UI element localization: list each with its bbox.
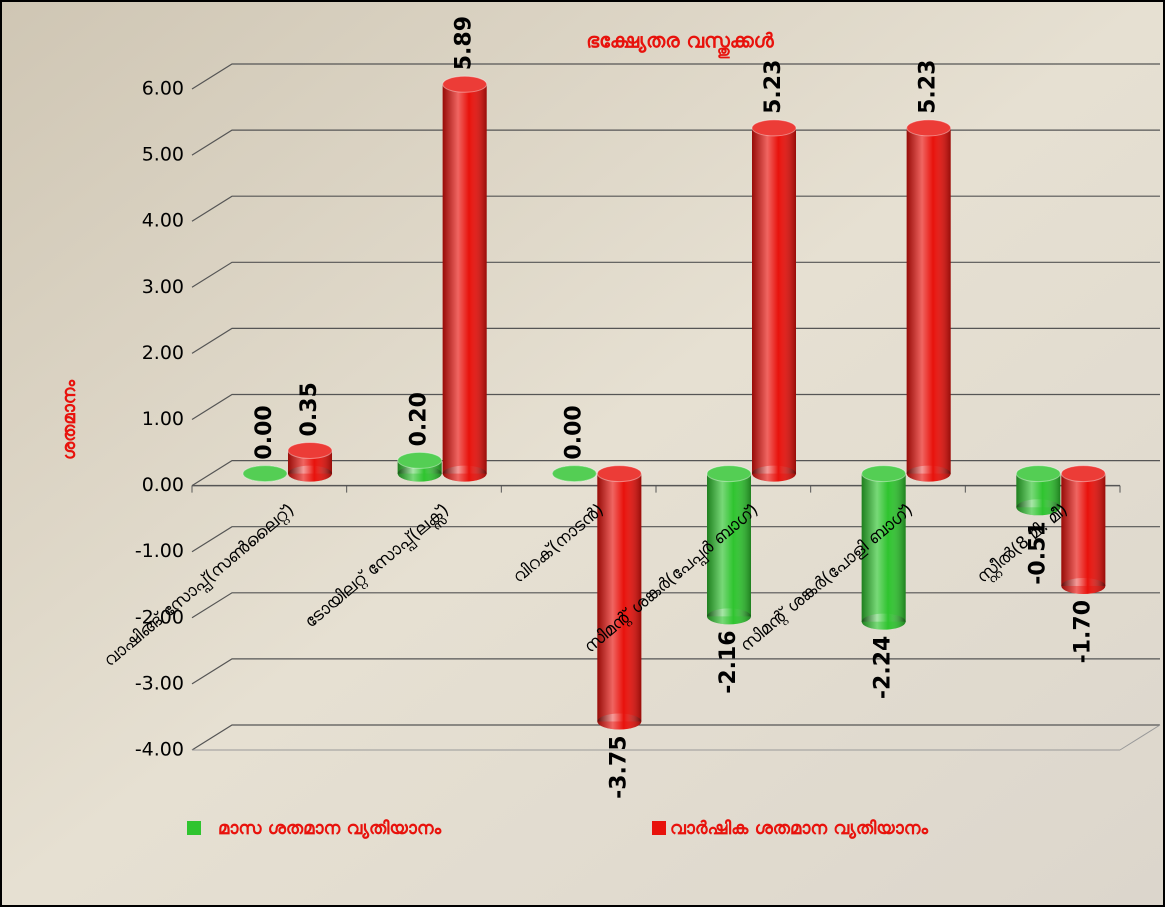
bar-cap-shine xyxy=(861,465,906,482)
grid-line xyxy=(191,261,1160,288)
bar-cap-shine xyxy=(288,442,332,459)
grid-line xyxy=(191,63,1160,90)
bar-cap-shine xyxy=(906,119,951,136)
grid-line xyxy=(191,592,1160,619)
bar-cap-shine xyxy=(1061,465,1106,482)
y-tick-label: -3.00 xyxy=(135,672,184,694)
bar-base-shade xyxy=(906,465,951,482)
value-label: -1.70 xyxy=(1070,600,1095,663)
bar-cap-shine xyxy=(442,76,487,93)
bar-cap xyxy=(706,465,752,483)
grid-line xyxy=(191,460,1160,487)
grid-line xyxy=(191,327,1160,354)
bar-cap-shine xyxy=(707,465,751,482)
y-tick-label: 0.00 xyxy=(142,474,184,496)
bar-cap-shine xyxy=(243,465,287,482)
y-tick-label: 1.00 xyxy=(142,408,184,430)
value-label: -2.16 xyxy=(716,630,741,693)
value-label: 5.89 xyxy=(452,16,477,70)
legend-swatch xyxy=(652,821,666,835)
bar-cap-shine xyxy=(752,119,796,136)
legend-label: മാസ ശതമാന വ്യതിയാനം xyxy=(218,818,442,840)
bar-base-shade xyxy=(1061,577,1106,594)
bar-cap xyxy=(551,465,597,483)
value-label: -3.75 xyxy=(606,735,631,798)
grid-line xyxy=(191,724,1160,751)
bar-cap xyxy=(751,119,797,137)
bar-shade xyxy=(1061,473,1106,586)
bar-base-shade xyxy=(442,465,487,482)
value-label: 0.00 xyxy=(252,405,277,459)
bar-cap xyxy=(242,465,288,483)
y-tick-label: 2.00 xyxy=(142,342,184,364)
value-label: 0.00 xyxy=(561,405,586,459)
bar-base-shade xyxy=(397,465,442,482)
bar-shade xyxy=(597,473,642,722)
value-label: -2.24 xyxy=(871,636,896,699)
floor-edge xyxy=(1119,724,1161,751)
bar-base-shade xyxy=(707,608,751,625)
bar-base-shade xyxy=(597,713,642,730)
grid-line xyxy=(191,129,1160,156)
bar-cap-shine xyxy=(552,465,597,482)
grid-line xyxy=(191,195,1160,222)
bar-cap-shine xyxy=(1016,465,1061,482)
bar-base-shade xyxy=(1016,499,1061,516)
y-tick-label: 6.00 xyxy=(142,78,184,100)
y-tick-label: -1.00 xyxy=(135,540,184,562)
bar-cap-shine xyxy=(397,452,442,469)
y-tick-label: 5.00 xyxy=(142,144,184,166)
value-label: -0.51 xyxy=(1025,521,1050,584)
y-tick-label: -2.00 xyxy=(135,606,184,628)
bar-cap xyxy=(397,451,443,469)
legend-swatch xyxy=(187,821,201,835)
value-label: 0.35 xyxy=(297,382,322,436)
bar-cap-shine xyxy=(597,465,642,482)
grid-line xyxy=(191,393,1160,421)
bar-shade xyxy=(752,127,796,474)
bar-base-shade xyxy=(288,465,332,482)
bar-shade xyxy=(707,473,751,617)
legend-label: വാർഷിക ശതമാന വ്യതിയാനം xyxy=(670,818,928,840)
value-label: 5.23 xyxy=(761,60,786,114)
bar-shade xyxy=(906,127,951,474)
bar-cap xyxy=(287,441,333,459)
grid-line xyxy=(191,658,1160,685)
bar-shade xyxy=(861,473,906,622)
bar-cap xyxy=(596,465,642,483)
value-label: 5.23 xyxy=(916,60,941,114)
bar-cap xyxy=(1060,465,1106,483)
y-tick-label: 4.00 xyxy=(142,210,184,232)
bar-shade xyxy=(442,84,487,474)
bar-cap xyxy=(1015,465,1061,483)
grid-line xyxy=(191,526,1160,553)
bar-cap xyxy=(442,75,488,93)
value-label: 0.20 xyxy=(407,392,432,446)
bar-base-shade xyxy=(861,613,906,630)
bar-cap xyxy=(861,465,907,483)
bar-base-shade xyxy=(752,465,796,482)
y-tick-label: 3.00 xyxy=(142,276,184,298)
y-tick-label: -4.00 xyxy=(135,739,184,761)
y-axis-label: ശതമാനം xyxy=(59,380,80,460)
bar-cap xyxy=(906,119,952,137)
